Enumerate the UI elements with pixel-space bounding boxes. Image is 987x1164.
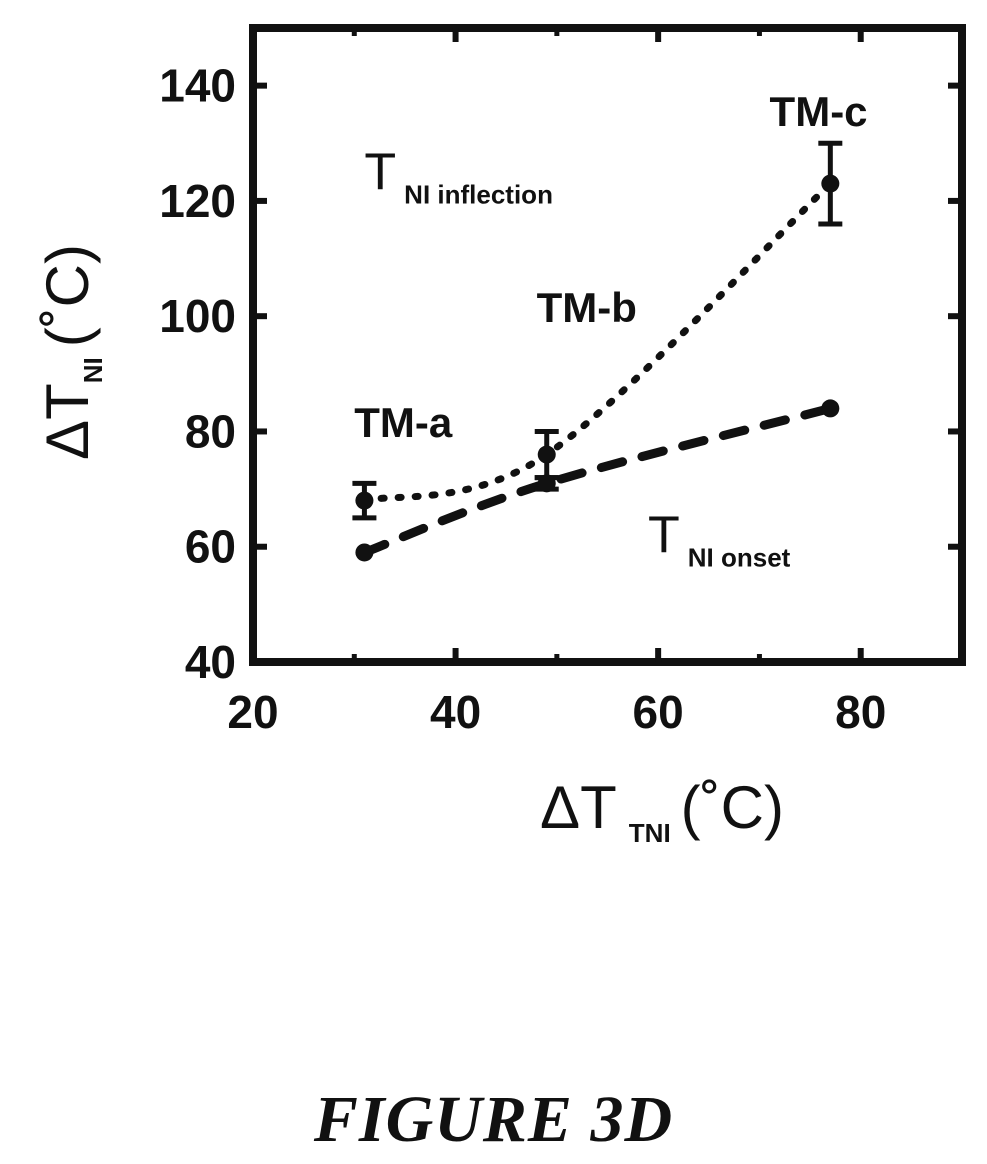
data-point	[821, 399, 840, 418]
data-point	[355, 543, 374, 562]
series-annotation: TM-a	[354, 399, 453, 446]
y-tick-label: 100	[159, 290, 236, 342]
data-markers	[355, 174, 840, 562]
annotations: TM-a TM-b TM-c T NI inflection T NI onset	[354, 88, 867, 573]
data-point	[821, 174, 840, 193]
x-tick-label: 60	[633, 686, 684, 738]
axis-ticks	[250, 28, 962, 665]
data-point	[537, 474, 556, 493]
plot-border	[249, 24, 966, 666]
data-point	[355, 491, 374, 510]
plot-frame	[249, 24, 966, 666]
x-tick-label: 80	[835, 686, 886, 738]
series-annotation: TM-c	[770, 88, 868, 135]
series-line-inflection	[360, 180, 834, 505]
series-line-onset	[359, 403, 835, 557]
x-tick-label: 20	[227, 686, 278, 738]
figure-caption: FIGURE 3D	[313, 1083, 674, 1156]
x-tick-label: 40	[430, 686, 481, 738]
y-tick-label: 40	[185, 636, 236, 688]
y-tick-label: 140	[159, 60, 236, 112]
region-label: T NI onset	[648, 506, 791, 572]
y-tick-label: 120	[159, 175, 236, 227]
y-tick-label: 60	[185, 521, 236, 573]
series-lines	[359, 180, 835, 557]
y-tick-label: 80	[185, 405, 236, 457]
x-axis-title: ΔT TNI (˚C)	[540, 774, 784, 848]
data-point	[537, 445, 556, 464]
series-annotation: TM-b	[537, 284, 637, 331]
region-label: T NI inflection	[364, 143, 553, 209]
y-axis-title: ΔTNI(˚C)	[34, 244, 108, 460]
